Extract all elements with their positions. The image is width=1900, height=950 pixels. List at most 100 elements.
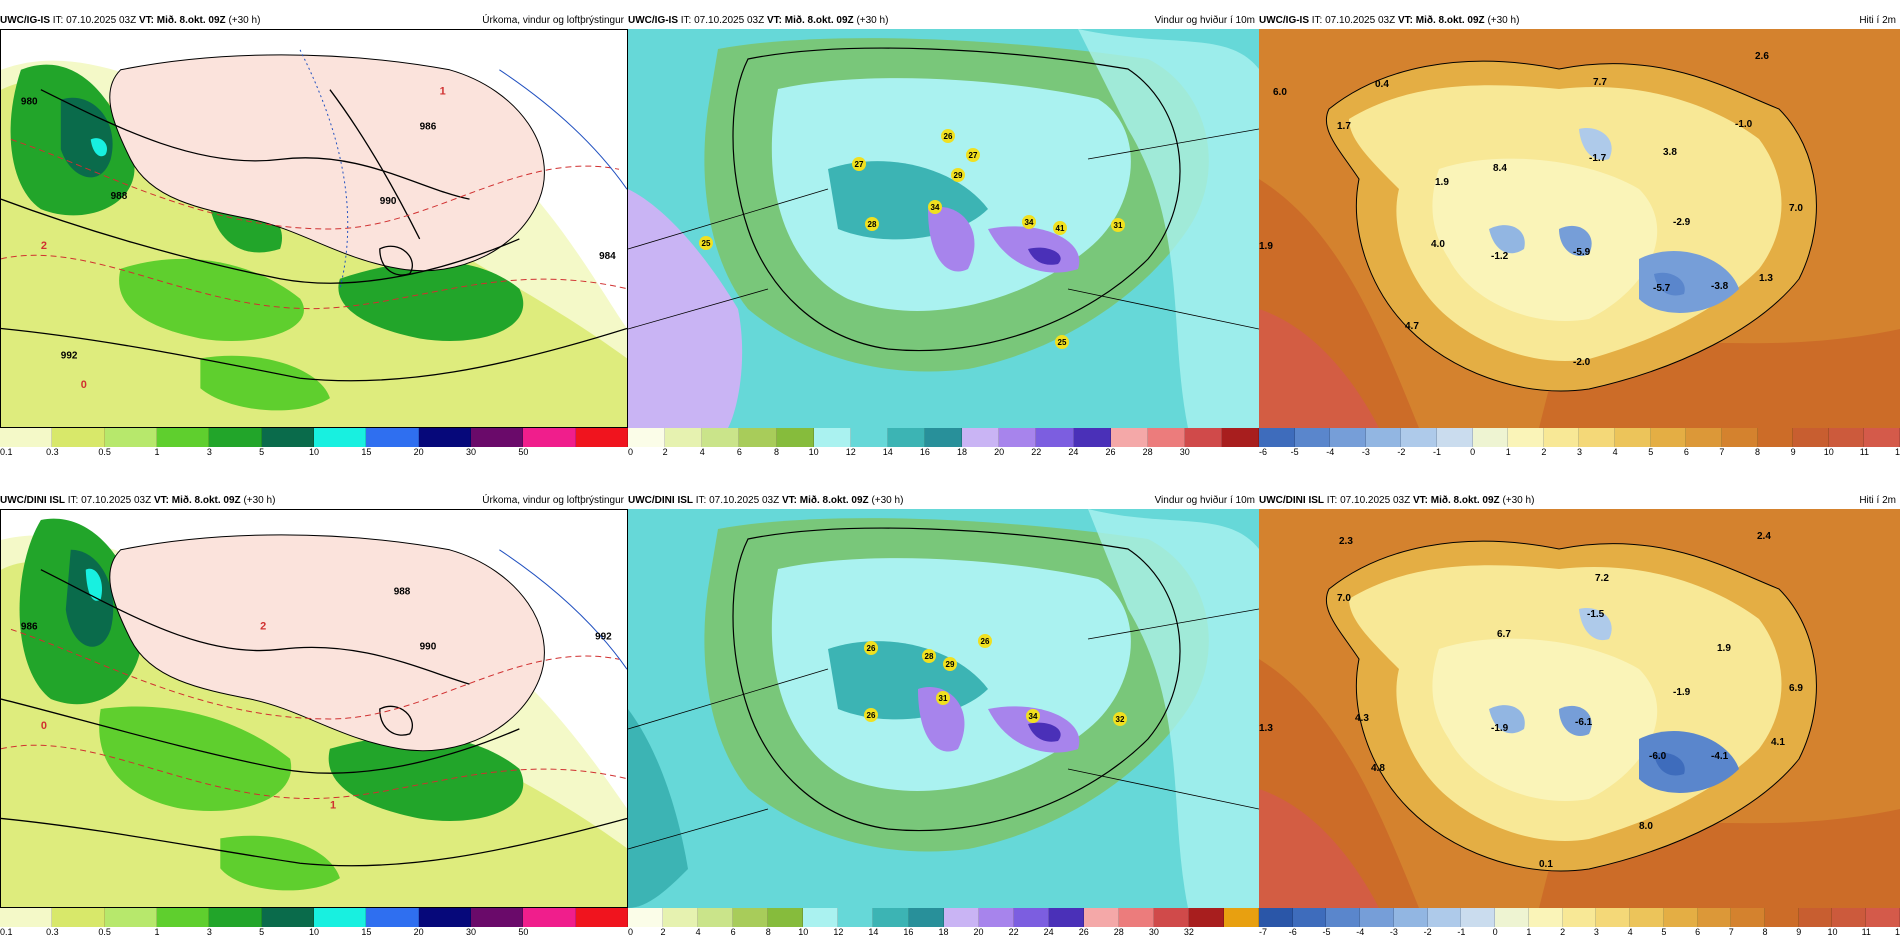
- colorbar-tick-label: 20: [413, 927, 424, 937]
- colorbar-tick-label: 28: [1142, 447, 1153, 457]
- colorbar-swatch: [873, 908, 909, 927]
- colorbar-tick-label: 0.5: [98, 927, 111, 937]
- gust-marker: [864, 708, 878, 722]
- temp-value: -1.9: [1673, 687, 1691, 698]
- colorbar-swatch: [908, 908, 944, 927]
- gust-label: 29: [954, 171, 963, 180]
- isobar-label: 990: [420, 641, 437, 652]
- isobar-label: 992: [595, 631, 612, 642]
- colorbar-tick-label: 0: [628, 447, 634, 457]
- temp-value: -1.0: [1735, 119, 1753, 130]
- panel-title: Vindur og hviður í 10m: [1154, 495, 1255, 506]
- colorbar-swatch: [628, 428, 666, 447]
- colorbar-swatch: [1360, 908, 1394, 927]
- wind-map: 26 28 26 29 31 26 34 32: [628, 509, 1259, 908]
- wind-map: 26 27 27 29 34 28 34 41 31 25 25: [628, 29, 1259, 428]
- temp-colorbar: [1259, 908, 1900, 927]
- panel-precip-bottom: UWC/DINI ISL IT: 07.10.2025 03Z VT: Mið.…: [0, 492, 628, 942]
- colorbar-swatch: [925, 428, 963, 447]
- gust-marker: [1022, 215, 1036, 229]
- colorbar-tick-label: 26: [1078, 927, 1089, 937]
- colorbar-tick-label: -7: [1259, 927, 1268, 937]
- gust-label: 25: [1058, 338, 1067, 347]
- colorbar-swatch: [1828, 428, 1865, 447]
- colorbar-swatch: [52, 428, 105, 447]
- temp-map: 2.3 7.0 7.2 2.4 -1.5 6.7 1.9 6.9 -1.9 4.…: [1259, 509, 1900, 908]
- colorbar-tick-label: 8: [1762, 927, 1768, 937]
- gust-marker: [699, 236, 713, 250]
- gust-label: 26: [867, 711, 876, 720]
- colorbar-tick-label: 3: [1593, 927, 1599, 937]
- temp-value: 7.7: [1593, 77, 1607, 88]
- colorbar-tick-label: 50: [518, 447, 529, 457]
- colorbar-tick-label: 9: [1796, 927, 1802, 937]
- colorbar-swatch: [1472, 428, 1509, 447]
- panel-temp-bottom: UWC/DINI ISL IT: 07.10.2025 03Z VT: Mið.…: [1259, 492, 1900, 942]
- valid-label: VT:: [153, 495, 169, 506]
- colorbar-swatch: [1864, 428, 1900, 447]
- colorbar-tick-label: 30: [465, 927, 477, 937]
- colorbar-swatch: [575, 428, 628, 447]
- wind-colorbar: [628, 428, 1260, 447]
- colorbar-tick-label: 10: [798, 927, 809, 937]
- valid-label: VT:: [1397, 15, 1413, 26]
- colorbar-swatch: [209, 428, 262, 447]
- colorbar-tick-label: 2: [1560, 927, 1566, 937]
- colorbar-tick-label: 26: [1105, 447, 1116, 457]
- colorbar-tick-label: -2: [1423, 927, 1432, 937]
- panel-header: UWC/IG-IS IT: 07.10.2025 03Z VT: Mið. 8.…: [628, 12, 1259, 29]
- colorbar-swatch: [1259, 428, 1295, 447]
- precip-colorbar-ticks: 0.1 0.3 0.5 1 3 5 10 15 20 30 50: [0, 447, 628, 459]
- gust-marker: [864, 641, 878, 655]
- gust-label: 28: [868, 220, 877, 229]
- colorbar-tick-label: -3: [1389, 927, 1398, 937]
- colorbar-tick-label: 4: [1627, 927, 1633, 937]
- valid-label: VT:: [1412, 495, 1428, 506]
- precip-colorbar-ticks: 0.1 0.3 0.5 1 3 5 10 15 20 30 50: [0, 927, 628, 939]
- colorbar-swatch: [663, 908, 699, 927]
- gust-marker: [978, 634, 992, 648]
- temp-colorbar: [1259, 428, 1900, 447]
- colorbar-swatch: [776, 428, 814, 447]
- temp-map-svg: 6.0 0.4 1.7 7.7 2.6 -1.0 -1.7 3.8 1.9 8.…: [1259, 29, 1900, 428]
- colorbar-tick-label: 5: [1661, 927, 1667, 937]
- temp-value: 6.7: [1497, 629, 1511, 640]
- temp-value: -3.8: [1711, 281, 1729, 292]
- gust-label: 41: [1056, 224, 1065, 233]
- gust-marker: [1113, 712, 1127, 726]
- valid-time: Mið. 8.okt. 09Z: [784, 15, 854, 26]
- colorbar-swatch: [1793, 428, 1829, 447]
- gust-marker: [951, 168, 965, 182]
- gust-label: 26: [944, 132, 953, 141]
- isotherm-label: 2: [260, 620, 266, 632]
- colorbar-tick-label: 20: [973, 927, 984, 937]
- colorbar-tick-label: 0: [1492, 927, 1498, 937]
- gust-marker: [1111, 218, 1125, 232]
- colorbar-tick-label: 2: [1541, 447, 1547, 457]
- colorbar-swatch: [698, 908, 734, 927]
- colorbar-tick-label: 5: [259, 927, 265, 937]
- temp-value: 4.1: [1771, 737, 1785, 748]
- gust-marker: [852, 157, 866, 171]
- colorbar-tick-label: -1: [1457, 927, 1466, 937]
- colorbar-swatch: [1596, 908, 1631, 927]
- panel-title: Hiti í 2m: [1859, 15, 1896, 26]
- colorbar-tick-label: 28: [1113, 927, 1124, 937]
- valid-label: VT:: [781, 495, 797, 506]
- precip-colorbar: [0, 428, 628, 447]
- colorbar-swatch: [366, 428, 419, 447]
- gust-label: 25: [702, 239, 711, 248]
- model-source: UWC/IG-IS: [0, 15, 50, 26]
- panel-wind-bottom: UWC/DINI ISL IT: 07.10.2025 03Z VT: Mið.…: [628, 492, 1260, 942]
- colorbar-swatch: [209, 908, 262, 927]
- temp-value: 4.8: [1371, 763, 1385, 774]
- issue-time: IT: 07.10.2025 03Z: [52, 15, 137, 26]
- colorbar-swatch: [0, 428, 53, 447]
- isotherm-label: 0: [41, 720, 47, 732]
- colorbar-tick-label: 24: [1068, 447, 1079, 457]
- colorbar-tick-label: 2: [662, 447, 668, 457]
- precip-colorbar: [0, 908, 628, 927]
- colorbar-tick-label: 10: [1823, 447, 1834, 457]
- panel-temp-top: UWC/IG-IS IT: 07.10.2025 03Z VT: Mið. 8.…: [1259, 12, 1900, 462]
- colorbar-swatch: [1222, 428, 1260, 447]
